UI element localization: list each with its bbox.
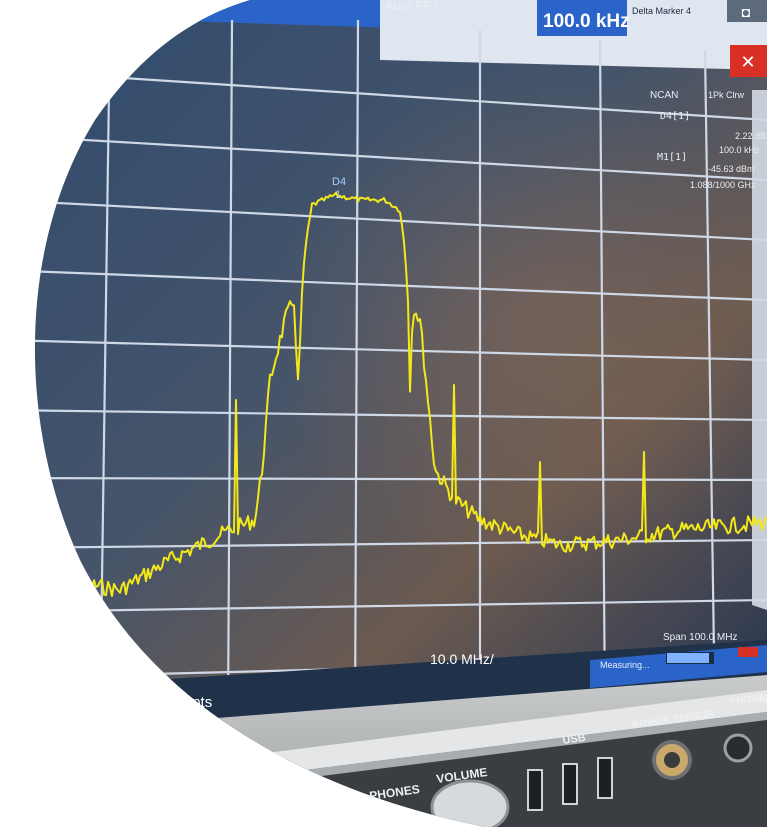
marker1-level: -45.63 dBm xyxy=(708,164,755,174)
svg-text:1: 1 xyxy=(335,189,341,201)
probe-connector[interactable] xyxy=(723,733,753,763)
detector-label: 1Pk Clrw xyxy=(708,90,745,100)
connector-label: N xyxy=(760,694,767,705)
span-label: Span 100.0 MHz xyxy=(663,632,738,643)
probe-label: PROBE xyxy=(729,692,766,708)
marker1-label: M1[1] xyxy=(657,152,687,163)
delta-marker-tag: D4 xyxy=(332,176,346,188)
marker1-frequency: 1.088/1000 GHz xyxy=(690,180,756,190)
spectrum-trace xyxy=(59,191,767,597)
div-label: 10.0 MHz/ xyxy=(430,651,494,667)
frequency-input-box[interactable] xyxy=(537,0,627,36)
close-button[interactable] xyxy=(730,45,767,77)
delta-level: 2.22 dB xyxy=(735,131,766,141)
phones-label: PHONES xyxy=(368,782,420,803)
usb-ports[interactable] xyxy=(527,757,613,811)
auto-fft-label: Auto FFT xyxy=(385,0,439,13)
power-sensor-connector[interactable] xyxy=(652,740,692,780)
marker-mode-title: Delta Marker 4 xyxy=(632,6,691,16)
usb-label: USB xyxy=(562,732,587,747)
measuring-label: Measuring... xyxy=(600,660,650,670)
svg-text:◘: ◘ xyxy=(742,4,750,20)
camera-icon[interactable] xyxy=(727,0,767,22)
frequency-value[interactable]: 100.0 kHz xyxy=(543,11,630,32)
delta-frequency: 100.0 kHz xyxy=(719,145,760,155)
points-label: 001 pts xyxy=(163,694,212,711)
progress-bar xyxy=(666,652,714,664)
delta-marker-label: D4[1] xyxy=(660,111,690,122)
volume-knob[interactable] xyxy=(430,779,510,827)
measuring-indicator xyxy=(590,645,767,688)
ncan-label: NCAN xyxy=(650,90,678,101)
close-icon[interactable]: ✕ xyxy=(740,52,755,72)
